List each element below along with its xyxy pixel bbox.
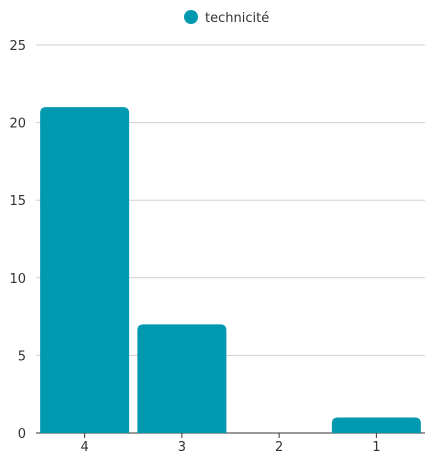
x-tick-label: 3 — [178, 440, 186, 455]
bar-4[interactable] — [40, 107, 130, 433]
legend[interactable]: technicité — [184, 10, 269, 26]
y-axis-ticks: 0 5 10 15 20 25 — [9, 39, 26, 442]
y-tick-label: 20 — [9, 117, 26, 132]
legend-swatch-technicite — [184, 10, 198, 24]
y-tick-label: 5 — [18, 349, 26, 364]
y-tick-label: 10 — [9, 272, 26, 287]
y-tick-label: 15 — [9, 194, 26, 209]
bar-1[interactable] — [331, 417, 421, 433]
bar-3[interactable] — [137, 324, 227, 433]
y-tick-label: 0 — [18, 427, 26, 442]
x-tick-label: 2 — [275, 440, 283, 455]
y-tick-label: 25 — [9, 39, 26, 54]
x-tick-label: 4 — [80, 440, 88, 455]
x-axis-ticks: 4 3 2 1 — [80, 433, 381, 455]
bars — [40, 107, 421, 433]
x-tick-label: 1 — [372, 440, 380, 455]
legend-label-technicite: technicité — [205, 11, 269, 26]
